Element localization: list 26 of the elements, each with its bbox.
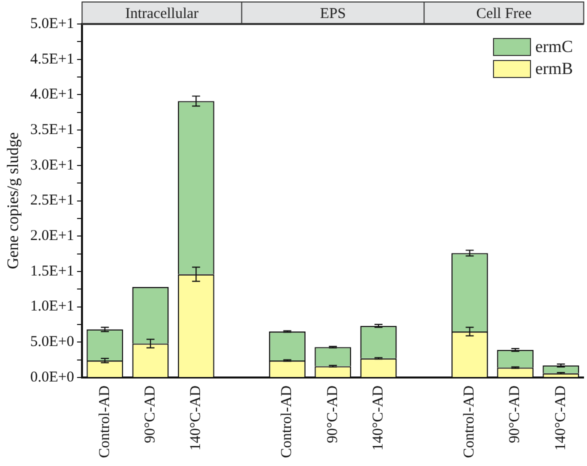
y-tick-label: 3.5E+1: [30, 122, 74, 138]
y-tick-label: 2.0E+1: [30, 228, 74, 244]
x-tick-label: 140°C-AD: [552, 385, 569, 451]
x-tick-label: 90°C-AD: [507, 385, 524, 444]
text: Intracellular: [125, 6, 199, 22]
x-tick-label: Control-AD: [462, 385, 478, 458]
y-tick-label: 1.5E+1: [30, 263, 74, 280]
text: Cell Free: [476, 6, 532, 22]
legend-label: ermB: [535, 59, 573, 79]
y-tick-label: 3.0E+1: [30, 157, 74, 174]
y-tick-label: 5.0E+0: [30, 334, 74, 350]
x-tick-label: 90°C-AD: [324, 385, 341, 444]
x-tick-label: Control-AD: [279, 385, 296, 458]
x-tick-label: 140°C-AD: [188, 385, 204, 451]
legend-label: ermC: [535, 37, 573, 57]
y-axis-title: Gene copies/g sludge: [4, 132, 22, 270]
y-tick-label: 4.5E+1: [30, 51, 74, 68]
text: EPS: [320, 6, 346, 22]
x-tick-label: 90°C-AD: [142, 385, 158, 444]
y-tick-label: 4.0E+1: [30, 86, 74, 103]
y-tick-label: 0.0E+0: [30, 369, 74, 386]
x-tick-label: 140°C-AD: [370, 385, 386, 451]
y-tick-label: 5.0E+1: [30, 16, 74, 32]
y-tick-label: 2.5E+1: [30, 192, 74, 209]
y-tick-label: 1.0E+1: [30, 298, 74, 315]
x-tick-label: Control-AD: [96, 385, 113, 458]
